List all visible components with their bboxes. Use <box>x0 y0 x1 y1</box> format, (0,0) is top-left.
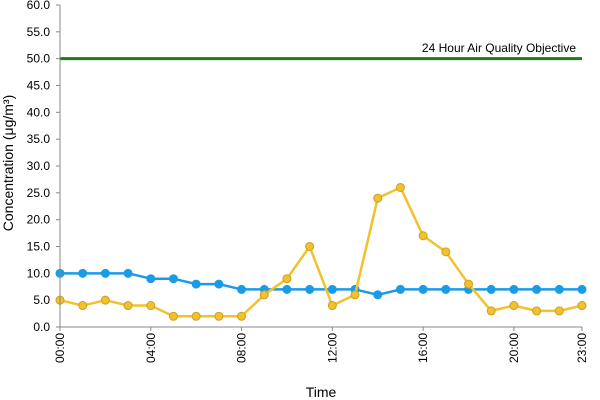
series-2-point <box>418 231 428 241</box>
series-2-point <box>327 301 337 311</box>
series-group <box>55 182 587 321</box>
y-tick-label: 40.0 <box>27 105 51 119</box>
series-2-point <box>532 306 542 316</box>
series-1-point <box>146 274 156 284</box>
x-axis-label: Time <box>306 384 337 400</box>
series-1-point <box>554 284 564 294</box>
y-axis-label: Concentration (μg/m³) <box>0 95 16 231</box>
series-1-point <box>486 284 496 294</box>
y-tick-label: 30.0 <box>27 159 51 173</box>
series-1-point <box>395 284 405 294</box>
y-tick-label: 60.0 <box>27 0 51 12</box>
series-2-point <box>168 311 178 321</box>
y-tick-label: 50.0 <box>27 52 51 66</box>
y-tick-label: 35.0 <box>27 132 51 146</box>
series-2-point <box>350 290 360 300</box>
series-2-point <box>395 182 405 192</box>
series-1-point <box>327 284 337 294</box>
series-2-point <box>305 242 315 251</box>
series-2-point <box>577 301 587 311</box>
series-1-point <box>168 274 178 284</box>
y-tick-label: 45.0 <box>27 79 51 93</box>
series-2-point <box>146 301 156 311</box>
x-tick-label: 23:00 <box>575 333 589 363</box>
series-1-point <box>191 279 201 289</box>
x-tick-label: 16:00 <box>416 333 430 363</box>
series-1-point <box>214 279 224 289</box>
series-2-point <box>78 301 88 311</box>
series-2-line <box>59 186 583 318</box>
y-tick-label: 25.0 <box>27 186 51 200</box>
series-2-point <box>214 311 224 321</box>
series-2-point <box>191 311 201 321</box>
series-2-point <box>259 290 269 300</box>
y-tick-label: 5.0 <box>33 293 50 307</box>
series-1-point <box>441 284 451 294</box>
y-tick-label: 20.0 <box>27 213 51 227</box>
series-1-point <box>577 284 587 294</box>
x-axis-ticks: 00:00 04:00 08:00 12:00 16:00 20:00 23:00 <box>53 327 589 363</box>
series-1-point <box>418 284 428 294</box>
series-1-point <box>509 284 519 294</box>
x-tick-label: 00:00 <box>53 333 67 363</box>
x-tick-label: 08:00 <box>235 333 249 363</box>
series-2-point <box>464 279 474 289</box>
series-2-point <box>373 193 383 203</box>
reference-line-label: 24 Hour Air Quality Objective <box>422 41 576 55</box>
series-1-point <box>237 284 247 294</box>
series-2-point <box>486 306 496 316</box>
series-1-point <box>78 268 88 278</box>
series-2-point <box>237 311 247 321</box>
series-2-point <box>554 306 564 316</box>
series-2-point <box>441 247 451 257</box>
y-tick-label: 10.0 <box>27 266 51 280</box>
y-axis-ticks: 0.0 5.0 10.0 15.0 20.0 25.0 30.0 35.0 40.0 45.0 50… <box>27 0 60 334</box>
series-1-point <box>282 284 292 294</box>
x-tick-label: 12:00 <box>325 333 339 363</box>
series-2-point <box>282 274 292 284</box>
series-1-point <box>100 268 110 278</box>
y-tick-label: 55.0 <box>27 25 51 39</box>
series-2-point <box>123 301 133 311</box>
series-1-point <box>123 268 133 278</box>
x-tick-label: 20:00 <box>507 333 521 363</box>
y-tick-label: 15.0 <box>27 240 51 254</box>
series-2-point <box>509 301 519 311</box>
series-1-point <box>305 284 315 294</box>
series-1-point <box>373 290 383 300</box>
series-1-point <box>532 284 542 294</box>
y-tick-label: 0.0 <box>33 320 50 334</box>
x-tick-label: 04:00 <box>144 333 158 363</box>
series-2-point <box>100 295 110 305</box>
